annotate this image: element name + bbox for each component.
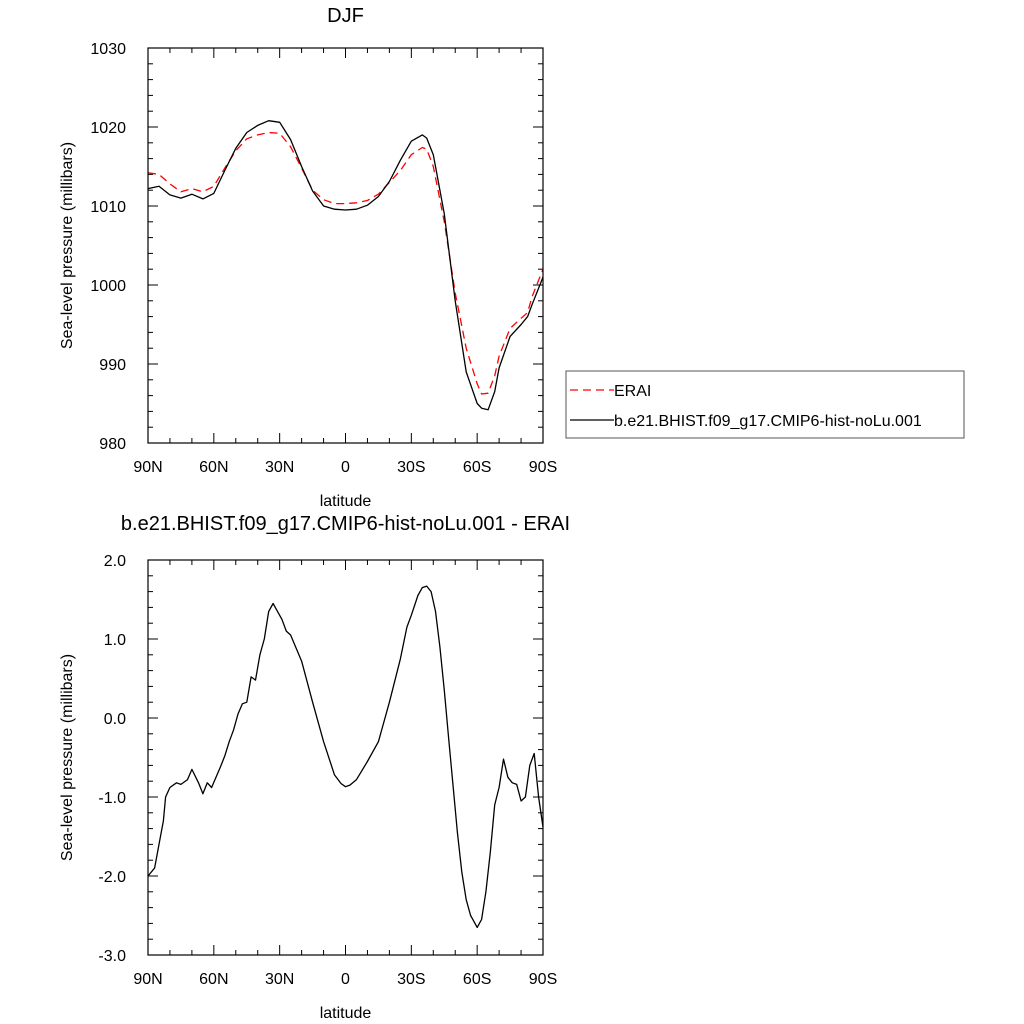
y-axis-label: Sea-level pressure (millibars) [59,654,76,861]
legend-entry: b.e21.BHIST.f09_g17.CMIP6-hist-noLu.001 [614,413,922,430]
y-tick-label: 1030 [90,41,126,58]
y-tick-label: 1020 [90,120,126,137]
y-tick-label: 0.0 [104,711,126,728]
x-tick-label: 90S [529,971,557,988]
y-tick-label: 1000 [90,278,126,295]
x-tick-label: 30N [265,459,294,476]
series-line-b-e21-bhist-f09-g17-cmip6-hist-nolu-001 [147,120,544,411]
y-tick-label: 980 [99,436,126,453]
y-tick-label: -2.0 [98,869,126,886]
plot-frame [147,559,544,956]
y-tick-label: 1010 [90,199,126,216]
x-tick-label: 0 [341,459,350,476]
chart-title: DJF [327,5,364,27]
x-tick-label: 60N [199,459,228,476]
plot-frame [147,47,544,444]
x-tick-label: 90N [133,459,162,476]
chart-title: b.e21.BHIST.f09_g17.CMIP6-hist-noLu.001 … [121,513,570,535]
x-tick-label: 30N [265,971,294,988]
y-tick-label: -3.0 [98,948,126,965]
x-axis-label: latitude [320,493,372,510]
y-tick-label: 1.0 [104,632,126,649]
panel-difference: b.e21.BHIST.f09_g17.CMIP6-hist-noLu.001 … [59,513,570,1022]
legend: ERAI b.e21.BHIST.f09_g17.CMIP6-hist-noLu.… [565,370,965,439]
x-tick-label: 90S [529,459,557,476]
y-axis-label: Sea-level pressure (millibars) [59,142,76,349]
y-tick-label: -1.0 [98,790,126,807]
x-tick-label: 60S [463,971,491,988]
x-tick-label: 90N [133,971,162,988]
x-tick-label: 30S [397,971,425,988]
x-axis-label: latitude [320,1005,372,1022]
y-tick-label: 990 [99,357,126,374]
x-tick-label: 60N [199,971,228,988]
series-line-difference [147,585,544,929]
legend-box [565,370,965,439]
x-tick-label: 60S [463,459,491,476]
series-line-erai [147,131,544,395]
panel-djf: DJF 90N 60N 30N 0 30S 60S 90S 980 990 1000 1010 1020… [59,5,557,510]
x-tick-label: 0 [341,971,350,988]
legend-entry: ERAI [614,383,651,400]
y-tick-label: 2.0 [104,553,126,570]
x-tick-label: 30S [397,459,425,476]
